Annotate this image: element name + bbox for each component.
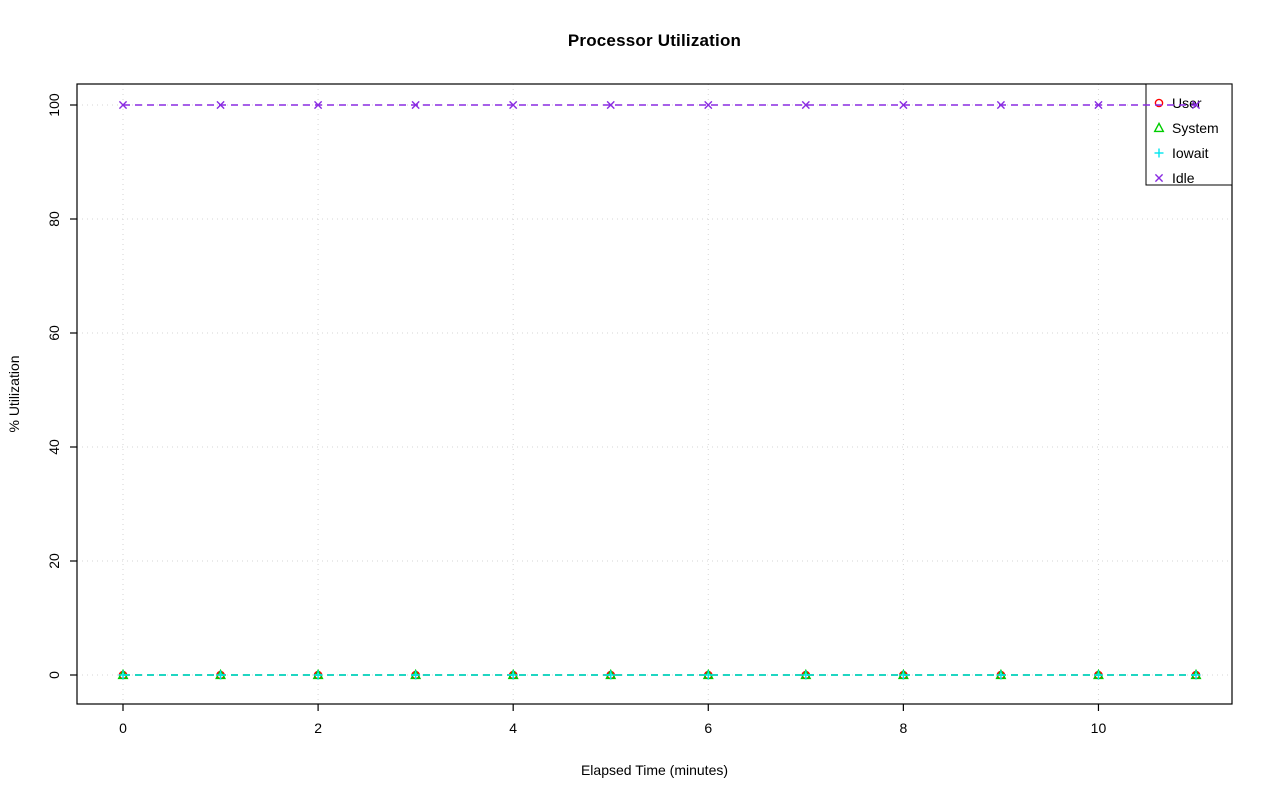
series-iowait <box>118 670 1201 680</box>
x-tick-label: 8 <box>899 720 907 736</box>
y-tick-label: 40 <box>46 439 62 455</box>
x-tick-label: 6 <box>704 720 712 736</box>
legend-label: System <box>1172 120 1219 136</box>
legend-item-iowait: Iowait <box>1154 145 1209 161</box>
y-tick-label: 20 <box>46 553 62 569</box>
x-tick-label: 0 <box>119 720 127 736</box>
legend-label: Iowait <box>1172 145 1209 161</box>
x-tick-label: 2 <box>314 720 322 736</box>
x-marker <box>1154 173 1164 183</box>
y-tick-label: 60 <box>46 325 62 341</box>
x-tick-label: 10 <box>1091 720 1107 736</box>
x-marker <box>313 100 323 110</box>
x-axis-label: Elapsed Time (minutes) <box>580 762 729 778</box>
legend-item-system: System <box>1153 120 1219 136</box>
triangle-marker <box>1153 121 1165 133</box>
y-tick-label: 0 <box>46 671 62 679</box>
legend-box <box>1145 83 1233 186</box>
circle-marker <box>1154 98 1164 108</box>
x-marker <box>216 100 225 110</box>
series-idle <box>118 100 1201 110</box>
x-marker <box>899 100 908 110</box>
chart-title: Processor Utilization <box>567 31 742 50</box>
legend-label: Idle <box>1172 170 1195 186</box>
y-tick-label: 100 <box>46 93 62 117</box>
x-tick-label: 4 <box>509 720 517 736</box>
x-marker <box>1191 100 1201 110</box>
x-marker <box>996 100 1006 110</box>
x-marker <box>801 100 810 110</box>
x-marker <box>1094 100 1103 110</box>
y-tick-label: 80 <box>46 211 62 227</box>
x-marker <box>509 100 518 110</box>
x-marker <box>118 100 128 110</box>
plot-border <box>76 83 1233 705</box>
x-marker <box>606 100 615 110</box>
x-marker <box>704 100 713 110</box>
legend-item-idle: Idle <box>1154 170 1195 186</box>
x-marker <box>411 100 420 110</box>
